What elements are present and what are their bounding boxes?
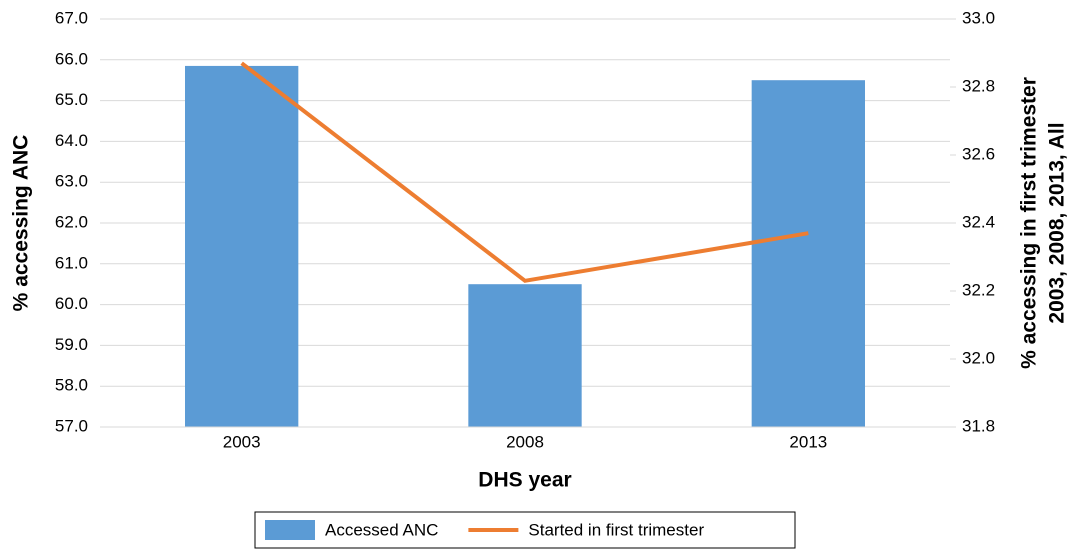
bar bbox=[185, 65, 299, 428]
x-axis-title: DHS year bbox=[478, 469, 571, 492]
legend-swatch bbox=[265, 520, 315, 540]
y2-tick-label: 32.6 bbox=[962, 144, 995, 163]
y2-axis-title: 2003, 2008, 2013, All bbox=[1046, 122, 1069, 323]
bar bbox=[468, 284, 582, 427]
y2-tick-label: 33.0 bbox=[962, 8, 995, 27]
legend-box bbox=[254, 511, 796, 549]
x-tick-label: 2003 bbox=[223, 432, 261, 451]
y-tick-label: 67.0 bbox=[55, 8, 88, 27]
y-tick-label: 64.0 bbox=[55, 131, 88, 150]
y2-tick-label: 32.0 bbox=[962, 348, 995, 367]
y2-tick-label: 32.4 bbox=[962, 212, 995, 231]
y-tick-label: 59.0 bbox=[55, 335, 88, 354]
line bbox=[240, 61, 809, 283]
y-tick-label: 65.0 bbox=[55, 90, 88, 109]
x-tick-label: 2008 bbox=[506, 432, 544, 451]
y-tick-label: 66.0 bbox=[55, 49, 88, 68]
legend-label: Started in first trimester bbox=[528, 520, 704, 539]
y-tick-label: 57.0 bbox=[55, 416, 88, 435]
legend-label: Accessed ANC bbox=[325, 520, 438, 539]
bar bbox=[751, 80, 865, 427]
y2-axis-title: % accessing in first trimester bbox=[1018, 77, 1041, 369]
y-tick-label: 61.0 bbox=[55, 253, 88, 272]
y-tick-label: 62.0 bbox=[55, 212, 88, 231]
y2-tick-label: 31.8 bbox=[962, 416, 995, 435]
x-tick-label: 2013 bbox=[789, 432, 827, 451]
y-tick-label: 60.0 bbox=[55, 294, 88, 313]
y2-tick-label: 32.8 bbox=[962, 76, 995, 95]
y-tick-label: 58.0 bbox=[55, 376, 88, 395]
y2-tick-label: 32.2 bbox=[962, 280, 995, 299]
y-tick-label: 63.0 bbox=[55, 172, 88, 191]
y-axis-title: % accessing ANC bbox=[10, 135, 33, 312]
